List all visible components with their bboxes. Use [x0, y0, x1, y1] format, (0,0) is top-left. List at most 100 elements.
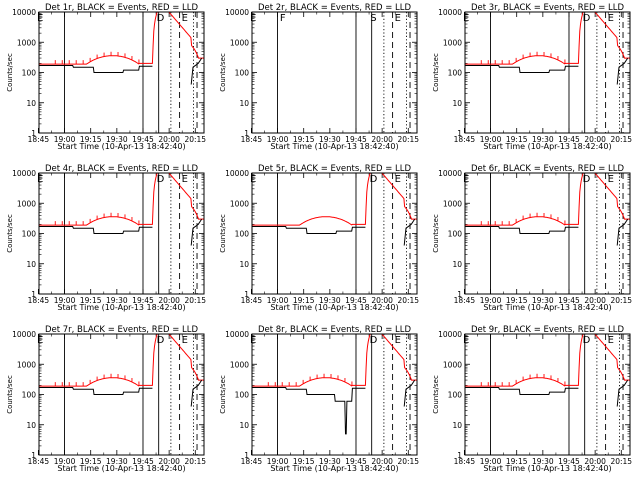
- x-tick-label: 20:15: [397, 457, 419, 466]
- panel-det-4: Det 4r, BLACK = Events, RED = LLD Counts/…: [6, 164, 206, 312]
- x-tick-label: 20:15: [610, 296, 632, 305]
- y-tick-label: 1000: [230, 38, 249, 47]
- y-tick-label: 10000: [12, 8, 36, 17]
- y-axis-label: Counts/sec: [6, 53, 14, 92]
- lld-series-line: [465, 12, 630, 65]
- x-tick-label: 18:45: [241, 296, 263, 305]
- y-tick-label: 1000: [230, 199, 249, 208]
- x-tick-label: 20:15: [610, 135, 632, 144]
- events-series-tail: [403, 379, 416, 407]
- panel-frame: [38, 172, 205, 295]
- panel-det-3: Det 3r, BLACK = Events, RED = LLD Counts/…: [432, 3, 632, 151]
- panel-title: Det 4r, BLACK = Events, RED = LLD: [45, 164, 199, 174]
- x-tick-label: 19:15: [80, 457, 102, 466]
- y-tick-label: 100: [235, 69, 250, 78]
- y-tick-label: 1000: [230, 360, 249, 369]
- x-tick-label: 19:00: [54, 135, 76, 144]
- lld-series-line: [252, 173, 417, 226]
- y-tick-label: 100: [448, 69, 463, 78]
- segment-marker: E: [608, 13, 614, 24]
- panel-title: Det 7r, BLACK = Events, RED = LLD: [45, 325, 199, 335]
- panel-curves: [39, 173, 204, 246]
- events-series-line: [252, 387, 366, 435]
- y-axis-label: Counts/sec: [432, 53, 440, 92]
- y-tick-label: 1: [244, 129, 249, 138]
- y-tick-label: 10000: [12, 330, 36, 339]
- events-series-tail: [190, 57, 203, 85]
- x-tick-label: 19:15: [506, 296, 528, 305]
- x-tick-label: 19:00: [480, 135, 502, 144]
- x-tick-label: 19:45: [345, 296, 367, 305]
- y-tick-label: 1000: [17, 38, 36, 47]
- panel-title: Det 8r, BLACK = Events, RED = LLD: [258, 325, 412, 335]
- x-tick-label: 18:45: [28, 296, 50, 305]
- x-tick-label: 20:00: [158, 135, 180, 144]
- x-tick-label: 20:00: [584, 457, 606, 466]
- x-tick-label: 18:45: [454, 135, 476, 144]
- segment-marker: D: [157, 13, 165, 24]
- x-tick-label: 20:15: [397, 296, 419, 305]
- x-axis-label: Start Time (10-Apr-13 18:42:40): [483, 303, 611, 312]
- y-tick-label: 100: [235, 391, 250, 400]
- panel-curves: [39, 334, 204, 407]
- x-axis-label: Start Time (10-Apr-13 18:42:40): [483, 464, 611, 473]
- x-tick-label: 19:30: [106, 135, 128, 144]
- panel-curves: [252, 334, 417, 435]
- y-tick-label: 10: [452, 421, 462, 430]
- panel-curves: [465, 334, 630, 407]
- y-tick-label: 100: [448, 391, 463, 400]
- segment-marker: E: [463, 335, 469, 346]
- y-tick-label: 1: [31, 129, 36, 138]
- y-tick-label: 100: [22, 69, 37, 78]
- panel-det-6: Det 6r, BLACK = Events, RED = LLD Counts/…: [432, 164, 632, 312]
- events-series-tail: [616, 218, 629, 246]
- panel-title: Det 2r, BLACK = Events, RED = LLD: [258, 3, 412, 13]
- segment-marker: E: [250, 335, 256, 346]
- x-tick-label: 20:00: [371, 296, 393, 305]
- segment-marker: D: [370, 174, 378, 185]
- x-tick-label: 19:00: [54, 296, 76, 305]
- segment-marker: E: [463, 174, 469, 185]
- panel-frame: [251, 172, 418, 295]
- y-tick-label: 10: [239, 421, 249, 430]
- y-tick-label: 100: [448, 230, 463, 239]
- segment-marker: D: [157, 174, 165, 185]
- x-tick-label: 19:00: [480, 296, 502, 305]
- y-axis-label: Counts/sec: [6, 375, 14, 414]
- x-tick-label: 19:30: [319, 296, 341, 305]
- x-tick-label: 19:30: [319, 135, 341, 144]
- y-tick-label: 1: [457, 290, 462, 299]
- x-tick-label: 19:15: [293, 296, 315, 305]
- y-axis-label: Counts/sec: [219, 53, 227, 92]
- segment-marker: E: [395, 335, 401, 346]
- x-tick-label: 18:45: [28, 135, 50, 144]
- segment-marker: E: [37, 174, 43, 185]
- panel-det-5: Det 5r, BLACK = Events, RED = LLD Counts/…: [219, 164, 419, 312]
- x-tick-label: 19:45: [132, 457, 154, 466]
- x-tick-label: 19:30: [532, 135, 554, 144]
- y-tick-label: 10: [239, 99, 249, 108]
- lld-series-line: [39, 12, 204, 65]
- y-tick-label: 10: [239, 260, 249, 269]
- x-tick-label: 20:00: [584, 296, 606, 305]
- y-axis-label: Counts/sec: [432, 214, 440, 253]
- x-tick-label: 19:45: [345, 135, 367, 144]
- x-axis-label: Start Time (10-Apr-13 18:42:40): [483, 142, 611, 151]
- x-tick-label: 19:00: [267, 457, 289, 466]
- x-tick-label: 19:15: [80, 135, 102, 144]
- segment-marker: E: [250, 13, 256, 24]
- panel-frame: [38, 11, 205, 134]
- y-tick-label: 10: [452, 260, 462, 269]
- panel-title: Det 9r, BLACK = Events, RED = LLD: [471, 325, 625, 335]
- segment-marker: E: [395, 174, 401, 185]
- y-axis-label: Counts/sec: [219, 375, 227, 414]
- panel-frame: [251, 333, 418, 456]
- panel-det-2: Det 2r, BLACK = Events, RED = LLD Counts/…: [219, 3, 419, 151]
- events-series-line: [39, 387, 153, 395]
- segment-marker: S: [370, 13, 376, 24]
- panel-frame: [464, 11, 631, 134]
- y-tick-label: 100: [22, 230, 37, 239]
- panel-frame: [464, 172, 631, 295]
- y-tick-label: 10: [452, 99, 462, 108]
